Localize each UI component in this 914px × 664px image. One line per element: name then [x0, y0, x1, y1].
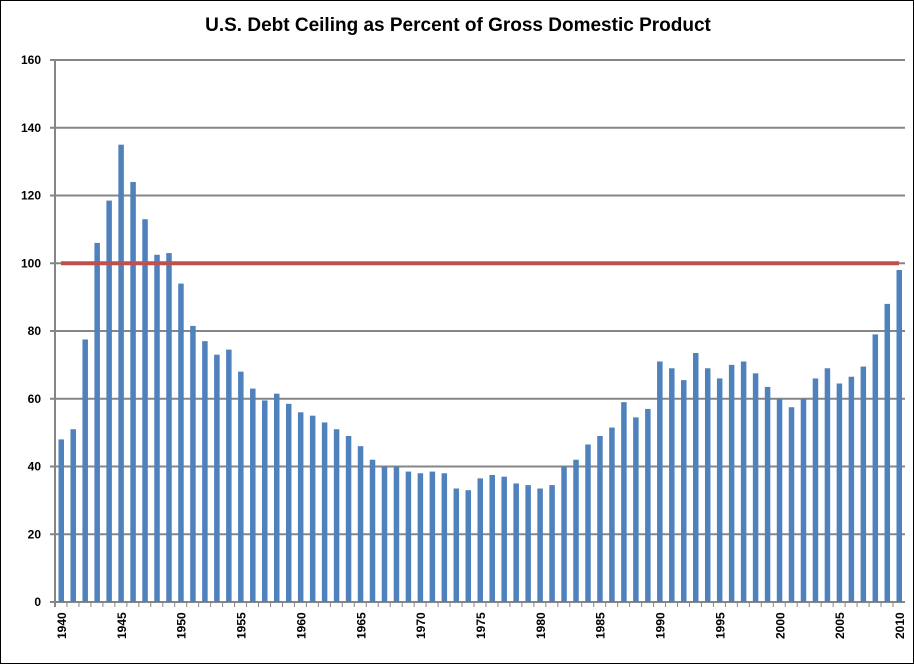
y-tick-label: 100 — [21, 256, 41, 270]
bar — [297, 412, 304, 602]
x-tick-label: 1960 — [294, 612, 308, 639]
bar — [537, 488, 543, 602]
bar — [142, 219, 148, 602]
bar — [513, 483, 519, 602]
bar — [896, 270, 902, 602]
bar — [214, 354, 220, 602]
bar — [441, 473, 448, 602]
x-tick-label: 2010 — [893, 612, 907, 639]
bar — [178, 283, 184, 602]
bar — [621, 402, 627, 602]
x-tick-label: 1995 — [713, 612, 727, 639]
bar — [704, 368, 711, 602]
y-tick-label: 60 — [28, 392, 42, 406]
bar — [501, 476, 507, 602]
bar — [728, 364, 735, 602]
bar — [657, 361, 663, 602]
chart-title: U.S. Debt Ceiling as Percent of Gross Do… — [205, 15, 711, 36]
x-tick-label: 1965 — [354, 612, 368, 639]
x-tick-label: 1980 — [534, 612, 548, 639]
bar — [369, 459, 376, 602]
bar — [333, 429, 340, 602]
x-tick-label: 1975 — [474, 612, 488, 639]
bar — [477, 478, 483, 602]
bar — [309, 415, 316, 602]
bar — [238, 371, 244, 602]
bar — [154, 254, 160, 602]
y-tick-label: 160 — [21, 53, 41, 67]
bar — [381, 466, 388, 602]
x-tick-label: 1945 — [115, 612, 129, 639]
bar — [561, 466, 567, 602]
bar — [776, 398, 783, 602]
y-tick-label: 20 — [28, 527, 42, 541]
bar — [94, 242, 100, 603]
bar — [800, 398, 807, 602]
bar — [226, 349, 232, 602]
y-tick-label: 0 — [34, 595, 41, 609]
bar — [118, 144, 124, 602]
bar — [681, 380, 687, 602]
bar — [764, 386, 771, 602]
bar — [70, 429, 76, 602]
bar — [645, 408, 651, 602]
x-tick-label: 1970 — [414, 612, 428, 639]
bar — [405, 471, 412, 602]
bar — [465, 490, 472, 602]
x-tick-label: 1985 — [594, 612, 608, 639]
bar — [585, 444, 591, 602]
x-tick-label: 1950 — [175, 612, 189, 639]
bar — [573, 459, 579, 602]
x-tick-label: 1990 — [654, 612, 668, 639]
bar — [788, 407, 795, 602]
x-tick-label: 1940 — [55, 612, 69, 639]
bar — [525, 485, 531, 602]
bar — [872, 334, 879, 602]
bar — [669, 368, 675, 602]
bar — [321, 422, 328, 602]
y-tick-label: 40 — [28, 460, 42, 474]
bar — [250, 388, 256, 602]
y-tick-label: 120 — [21, 189, 41, 203]
bar — [166, 253, 172, 602]
x-tick-label: 2000 — [773, 612, 787, 639]
bar — [812, 378, 819, 602]
bar — [824, 368, 831, 602]
bar — [597, 436, 603, 602]
bar — [860, 366, 867, 602]
bar — [130, 181, 136, 602]
bar — [82, 339, 88, 602]
bar — [848, 376, 855, 602]
bar — [202, 341, 208, 602]
bar — [692, 353, 699, 602]
bar — [429, 471, 436, 602]
bar — [740, 361, 747, 602]
bar — [609, 427, 615, 602]
bar — [884, 303, 891, 602]
bar — [262, 400, 268, 602]
bar — [489, 474, 495, 602]
x-tick-label: 2005 — [833, 612, 847, 639]
y-tick-label: 80 — [28, 324, 42, 338]
bar — [345, 436, 352, 602]
bar — [417, 473, 424, 602]
bar — [190, 325, 196, 602]
bar — [273, 393, 280, 602]
y-tick-label: 140 — [21, 121, 41, 135]
bar — [58, 439, 64, 602]
bar — [453, 488, 460, 602]
bar — [836, 383, 843, 602]
bar — [357, 446, 364, 602]
bar — [106, 200, 112, 603]
bar — [285, 403, 292, 602]
bar — [549, 485, 555, 602]
bar — [633, 417, 639, 602]
bar — [393, 466, 400, 602]
bar — [716, 378, 723, 602]
bar — [752, 373, 759, 602]
x-tick-label: 1955 — [235, 612, 249, 639]
